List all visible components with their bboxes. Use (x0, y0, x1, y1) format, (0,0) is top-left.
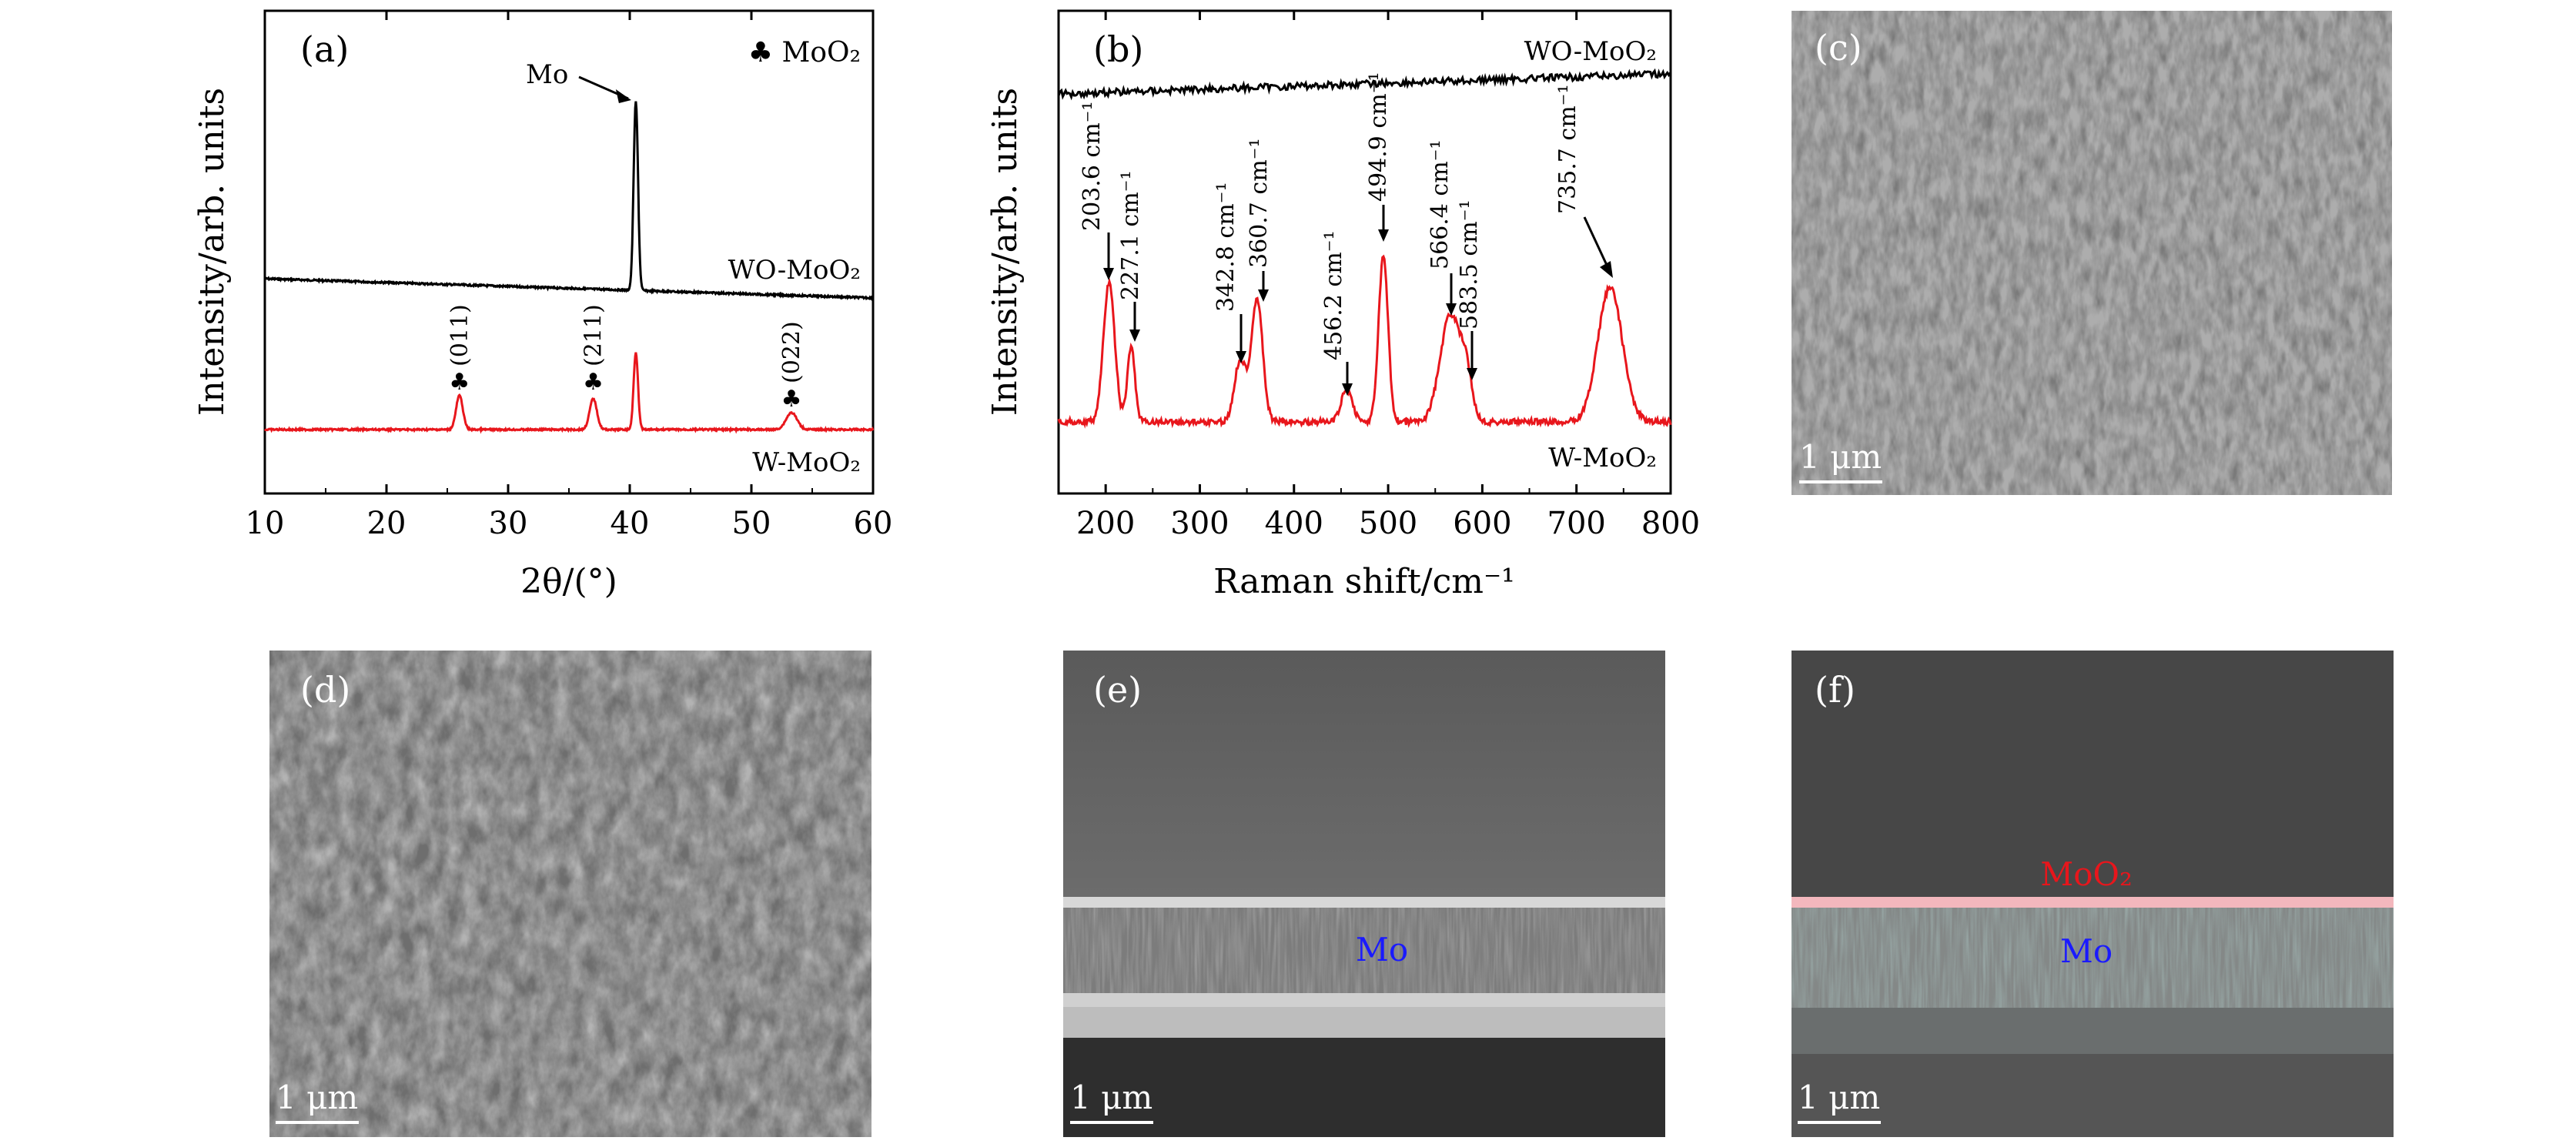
panel-a-xrd-chart: 10 20 30 40 50 60 Mo ♣ (011) ♣ (211) ♣ (022) (a) ♣ … (192, 9, 893, 601)
raman-peak-label: 456.2 cm⁻¹ (1320, 230, 1347, 360)
panel-b-x-ticks: 200 300 400 500 600 700 800 (1058, 11, 1700, 541)
series-label-wo-moo2: WO-MoO₂ (728, 255, 861, 286)
panel-f-label: (f) (1815, 669, 1855, 711)
raman-peak-arrowhead (1467, 368, 1477, 380)
series-label-w-moo2-raman: W-MoO₂ (1548, 443, 1657, 473)
x-tick-label: 800 (1641, 506, 1700, 541)
series-line-w-moo2-xrd (263, 352, 875, 434)
x-tick-label: 400 (1265, 506, 1323, 541)
panel-c-label: (c) (1815, 27, 1862, 69)
panel-b-x-axis-label: Raman shift/cm⁻¹ (1213, 562, 1515, 601)
panel-f-sem-cross-section: (f) MoO₂ Mo 1 μm (1791, 651, 2394, 1137)
x-tick-label: 200 (1076, 506, 1135, 541)
peak-label-mo: Mo (526, 59, 568, 90)
x-tick-label: 600 (1453, 506, 1511, 541)
raman-peak-label: 203.6 cm⁻¹ (1079, 101, 1106, 231)
panel-e-mo-layer-label: Mo (1356, 931, 1408, 968)
raman-peak-label: 583.5 cm⁻¹ (1456, 199, 1483, 329)
raman-peak-arrowhead (1378, 229, 1389, 242)
raman-peak-arrowhead (1600, 261, 1613, 278)
raman-peak-label: 494.9 cm⁻¹ (1365, 72, 1392, 202)
series-line-w-moo2-raman (1057, 254, 1672, 429)
panel-c-scale-bar (1799, 480, 1882, 483)
raman-peak-label: 360.7 cm⁻¹ (1246, 138, 1273, 268)
panel-a-annotations: Mo ♣ (011) ♣ (211) ♣ (022) (447, 59, 805, 413)
peak-label-hkl: (211) (580, 304, 607, 366)
panel-f-moo2-layer-label: MoO₂ (2040, 855, 2133, 893)
panel-e-sem-cross-section: (e) Mo 1 μm (1063, 651, 1665, 1137)
panel-a-legend: ♣ MoO₂ (748, 37, 861, 69)
x-tick-label: 30 (489, 506, 528, 541)
raman-peak-arrowhead (1129, 329, 1140, 342)
series-label-w-moo2: W-MoO₂ (752, 447, 861, 478)
peak-label-hkl: (011) (447, 304, 473, 366)
panel-d-label: (d) (300, 669, 350, 711)
panel-f-scale-bar (1798, 1121, 1881, 1124)
x-tick-label: 50 (732, 506, 771, 541)
moo2-club-marker: ♣ (781, 386, 802, 413)
raman-peak-arrowhead (1103, 268, 1114, 280)
raman-peak-label: 735.7 cm⁻¹ (1554, 84, 1581, 214)
panel-c-scale-label: 1 μm (1799, 438, 1882, 476)
panel-e-scale-label: 1 μm (1070, 1079, 1153, 1116)
panel-b-peak-annotations: 203.6 cm⁻¹ 227.1 cm⁻¹ 342.8 cm⁻¹ 360.7 cm⁻¹… (1079, 72, 1613, 396)
x-tick-label: 500 (1359, 506, 1417, 541)
raman-peak-label: 566.4 cm⁻¹ (1427, 139, 1454, 269)
panel-f-scale-label: 1 μm (1798, 1079, 1880, 1116)
series-label-wo-moo2-raman: WO-MoO₂ (1524, 36, 1657, 67)
panel-a-x-ticks: 10 20 30 40 50 60 (246, 11, 893, 541)
panel-c-sem-image: (c) 1 μm (1791, 11, 2392, 495)
x-tick-label: 60 (854, 506, 893, 541)
raman-peak-label: 227.1 cm⁻¹ (1117, 170, 1144, 300)
raman-peak-label: 342.8 cm⁻¹ (1213, 182, 1239, 312)
panel-a-frame (263, 9, 875, 495)
series-line-wo-moo2-xrd (264, 101, 875, 301)
panel-b-raman-chart: 200 300 400 500 600 700 800 203.6 cm⁻¹ 227.1 cm… (985, 9, 1700, 601)
panel-a-y-axis-label: Intensity/arb. units (192, 88, 232, 416)
raman-peak-arrowhead (1342, 383, 1353, 396)
panel-e-label: (e) (1093, 669, 1142, 711)
moo2-club-marker: ♣ (449, 369, 470, 396)
raman-peak-arrowhead (1236, 351, 1246, 363)
x-tick-label: 10 (246, 506, 285, 541)
panel-d-scale-label: 1 μm (276, 1079, 358, 1116)
x-tick-label: 700 (1547, 506, 1606, 541)
raman-peak-arrowhead (1258, 289, 1269, 302)
panel-b-y-axis-label: Intensity/arb. units (985, 88, 1025, 416)
panel-b-label: (b) (1093, 28, 1143, 70)
x-tick-label: 40 (611, 506, 650, 541)
panel-a-x-axis-label: 2θ/(°) (520, 562, 617, 601)
series-line-wo-moo2-raman (1057, 68, 1671, 101)
panel-d-scale-bar (276, 1121, 359, 1124)
panel-d-sem-image: (d) 1 μm (269, 651, 871, 1137)
panel-f-mo-layer-label: Mo (2060, 932, 2113, 970)
panel-e-scale-bar (1070, 1121, 1153, 1124)
raman-peak-arrowhead (1446, 303, 1457, 316)
peak-label-hkl: (022) (778, 321, 805, 383)
peak-arrowhead-mo (615, 89, 631, 103)
x-tick-label: 300 (1170, 506, 1229, 541)
panel-b-frame (1057, 9, 1672, 495)
x-tick-label: 20 (367, 506, 406, 541)
moo2-club-marker: ♣ (583, 369, 604, 396)
panel-a-label: (a) (300, 28, 349, 70)
